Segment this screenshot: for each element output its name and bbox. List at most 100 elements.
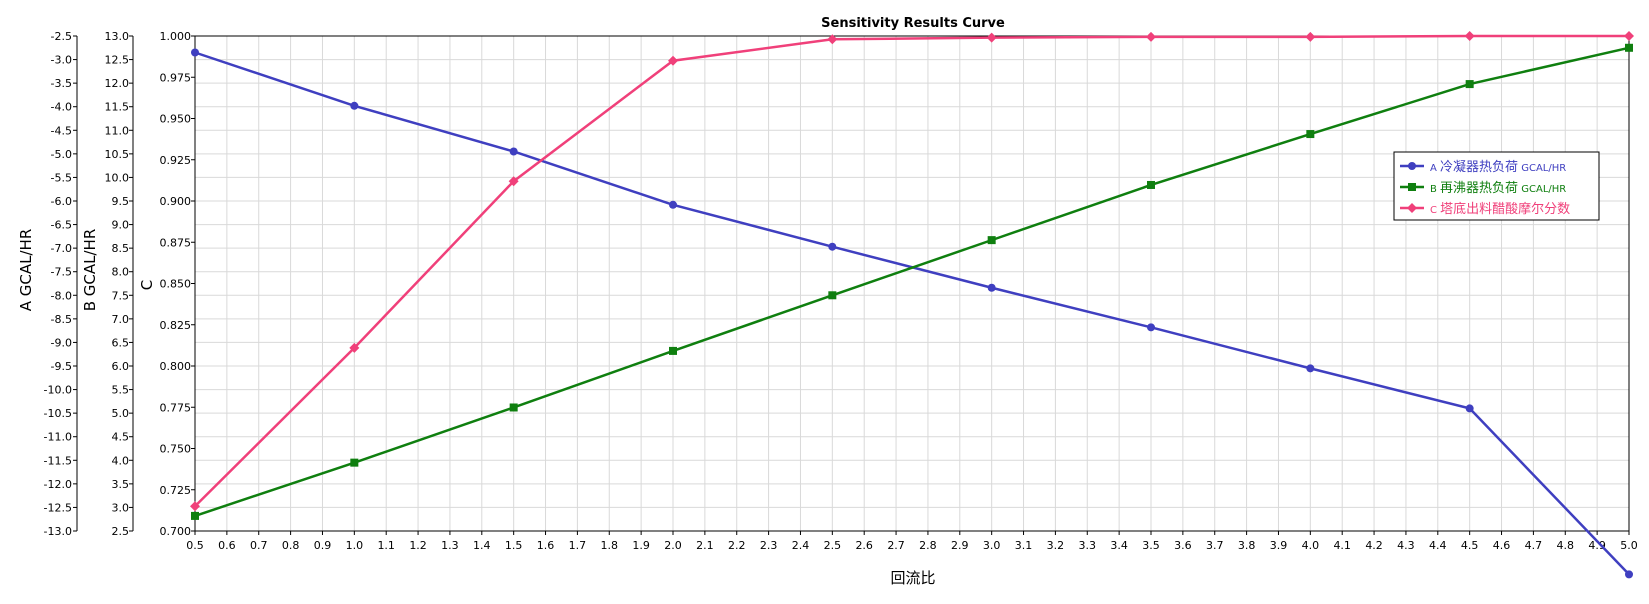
x-tick-label: 0.9: [314, 539, 332, 552]
y-axis-a: -2.5 -3.0 -3.5 -4.0 -4.5 -5.0 -5.5 -6.0 -6.5 -7.0…: [44, 30, 78, 538]
y-axis-c-label: C: [138, 280, 156, 290]
y-axis-b-label: B GCAL/HR: [81, 229, 99, 312]
plot-area-border: [194, 35, 1630, 532]
x-axis: 0.5 0.6 0.7 0.8 0.9 1.0 1.1 1.2 1.3 1.4 1.5 1.6 1.7 1…: [186, 531, 1638, 552]
x-tick-label: 1.4: [473, 539, 491, 552]
x-tick-label: 4.3: [1397, 539, 1415, 552]
y-tick-label: -12.0: [44, 478, 72, 491]
y-tick-label: 9.0: [112, 219, 130, 232]
x-tick-label: 3.2: [1047, 539, 1065, 552]
x-tick-label: 2.6: [855, 539, 873, 552]
series-a-point: [1147, 323, 1155, 332]
series-b-line: [194, 46, 1630, 518]
y-tick-label: -9.5: [51, 360, 72, 373]
series-a-point: [191, 48, 199, 57]
y-tick-label: 3.5: [112, 478, 130, 491]
y-axis-c: 1.000 0.975 0.950 0.925 0.900 0.875 0.850 0.825…: [160, 30, 196, 538]
x-tick-label: 3.6: [1174, 539, 1192, 552]
series-a-point: [987, 283, 996, 292]
y-tick-label: -8.5: [51, 313, 72, 326]
y-tick-label: -6.0: [51, 195, 72, 208]
y-tick-label: 8.0: [112, 266, 130, 279]
y-tick-label: -9.0: [51, 336, 72, 349]
x-tick-label: 4.6: [1493, 539, 1511, 552]
series-c-point: [1146, 31, 1156, 42]
legend-a-label: A 冷凝器热负荷 GCAL/HR: [1430, 159, 1566, 175]
x-tick-label: 3.9: [1270, 539, 1288, 552]
x-tick-label: 0.6: [218, 539, 236, 552]
x-tick-label: 3.0: [983, 539, 1001, 552]
series-b-point: [1147, 180, 1155, 189]
y-tick-label: -7.0: [51, 242, 72, 255]
series-c-point: [1464, 31, 1475, 41]
series-b-point: [987, 236, 996, 245]
y-tick-label: 5.5: [112, 384, 130, 397]
x-tick-label: 3.4: [1110, 539, 1128, 552]
y-tick-label: 12.0: [105, 77, 130, 90]
x-tick-label: 2.5: [824, 539, 842, 552]
x-tick-label: 4.1: [1333, 539, 1351, 552]
series-b-point: [191, 511, 199, 520]
x-tick-label: 1.7: [569, 539, 587, 552]
y-tick-label: -7.5: [51, 266, 72, 279]
series-c-point: [827, 34, 838, 45]
x-tick-label: 1.5: [505, 539, 523, 552]
x-tick-label: 2.3: [760, 539, 778, 552]
y-tick-label: 8.5: [112, 242, 130, 255]
x-tick-label: 2.0: [664, 539, 682, 552]
x-tick-label: 2.4: [792, 539, 810, 552]
series-b-point: [828, 291, 837, 300]
y-tick-label: 11.5: [105, 101, 130, 114]
y-tick-label: 0.925: [160, 154, 192, 167]
series-a-point: [509, 147, 518, 156]
x-tick-label: 0.8: [282, 539, 300, 552]
x-tick-label: 4.7: [1525, 539, 1543, 552]
x-tick-label: 4.9: [1588, 539, 1606, 552]
y-axis-b: 13.0 12.5 12.0 11.5 11.0 10.5 10.0 9.5 9.0 8.5 8.0…: [105, 30, 134, 538]
series-b-point: [1625, 43, 1633, 52]
y-tick-label: 12.5: [105, 54, 130, 67]
series-c-point: [1305, 31, 1316, 42]
y-tick-label: -12.5: [44, 501, 72, 514]
y-tick-label: 0.850: [160, 278, 192, 291]
x-tick-label: 2.2: [728, 539, 746, 552]
y-tick-label: 10.5: [105, 148, 130, 161]
legend-b-marker: [1408, 183, 1416, 191]
y-tick-label: 0.775: [160, 401, 192, 414]
x-axis-label: 回流比: [890, 569, 935, 587]
y-tick-label: 5.0: [112, 407, 130, 420]
x-tick-label: 4.5: [1461, 539, 1479, 552]
x-tick-label: 1.1: [377, 539, 395, 552]
y-tick-label: 0.975: [160, 71, 192, 84]
y-tick-label: 0.750: [160, 443, 192, 456]
x-tick-label: 4.4: [1429, 539, 1447, 552]
y-tick-label: 3.0: [112, 501, 130, 514]
x-tick-label: 3.8: [1238, 539, 1256, 552]
x-tick-label: 2.8: [919, 539, 937, 552]
legend: A 冷凝器热负荷 GCAL/HR B 再沸器热负荷 GCAL/HR C 塔底出料醋酸…: [1393, 151, 1600, 221]
chart-title: Sensitivity Results Curve: [821, 16, 1005, 31]
y-tick-label: -10.0: [44, 384, 72, 397]
y-tick-label: -4.0: [51, 101, 72, 114]
y-tick-label: 4.0: [112, 454, 130, 467]
series-c-point: [986, 32, 997, 43]
series-b-point: [350, 458, 359, 467]
series-c-line: [194, 34, 1629, 508]
x-tick-label: 1.2: [409, 539, 427, 552]
series-b-point: [669, 346, 677, 355]
series-layer: [190, 31, 1634, 579]
x-tick-label: 3.7: [1206, 539, 1224, 552]
legend-b-label: B 再沸器热负荷 GCAL/HR: [1430, 181, 1566, 196]
series-a-point: [1306, 364, 1315, 373]
y-tick-label: -8.0: [51, 289, 72, 302]
x-tick-label: 0.7: [250, 539, 268, 552]
y-tick-label: 6.0: [112, 360, 130, 373]
y-tick-label: -11.0: [44, 431, 72, 444]
series-c-point: [1624, 31, 1634, 41]
y-tick-label: 4.5: [112, 431, 130, 444]
series-b-point: [509, 403, 518, 412]
y-tick-label: 7.5: [112, 289, 130, 302]
x-tick-label: 4.8: [1557, 539, 1575, 552]
series-a-point: [1465, 404, 1474, 413]
